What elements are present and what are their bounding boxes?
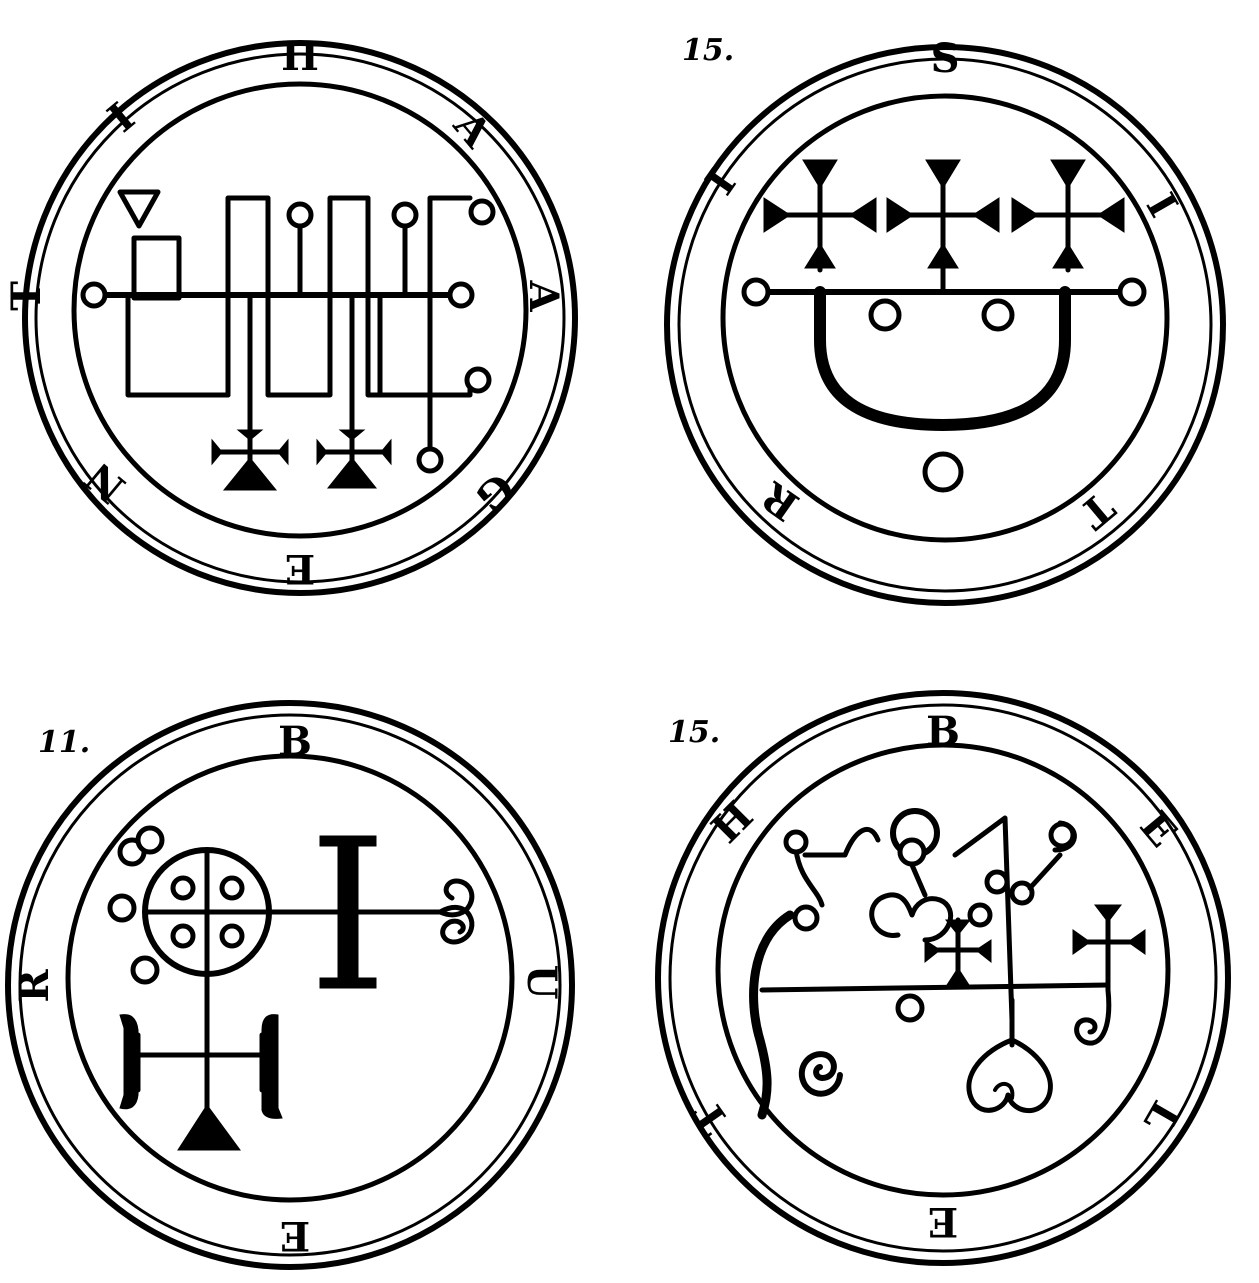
seal-haagenti-rings [22, 40, 578, 596]
seal-beleth-letter: E [928, 1198, 959, 1245]
seal-beleth-number: 15. [668, 715, 720, 750]
seal-buer-sigil [107, 825, 475, 1151]
seal-buer-rings [5, 700, 575, 1270]
seal-sitri-letter: I [696, 161, 745, 203]
seal-haagenti-letter: T [3, 281, 50, 311]
seal-buer: 11. B U E R [5, 700, 575, 1270]
seal-beleth-sigil [749, 808, 1146, 1120]
seal-haagenti: H A A G E N T I [3, 33, 578, 596]
seal-sitri-rings [664, 44, 1226, 606]
seal-beleth-letter: E [1131, 803, 1187, 857]
seal-beleth: 15. B E L E T H [655, 690, 1231, 1266]
seal-buer-number: 11. [38, 725, 90, 760]
seal-buer-letter: E [280, 1212, 311, 1259]
seal-sitri-letter: I [1137, 185, 1187, 225]
seal-haagenti-letter: A [520, 279, 567, 312]
seal-haagenti-sigil [80, 189, 496, 491]
seal-sitri-number: 15. [682, 33, 734, 68]
seal-beleth-rings [655, 690, 1231, 1266]
seal-beleth-letter: B [926, 708, 960, 755]
seal-haagenti-letter: A [444, 102, 501, 157]
seal-beleth-letter: H [702, 792, 762, 852]
seal-haagenti-letter: N [76, 453, 134, 513]
seal-haagenti-letter: H [281, 33, 319, 80]
seal-sitri-sigil [741, 159, 1147, 493]
seal-buer-letter: R [11, 969, 58, 1003]
seal-beleth-letter: T [683, 1092, 739, 1144]
seal-buer-letter: B [278, 718, 312, 765]
seal-sitri-letter: R [753, 472, 808, 530]
seal-haagenti-letter: I [99, 94, 144, 142]
seal-haagenti-letter: E [285, 545, 316, 592]
seal-sitri-letter: S [931, 35, 960, 82]
seal-buer-letter: U [518, 965, 565, 1000]
seal-sitri: 15. S I T R I [664, 33, 1226, 606]
seal-buer-letters: B U E R [11, 718, 565, 1259]
